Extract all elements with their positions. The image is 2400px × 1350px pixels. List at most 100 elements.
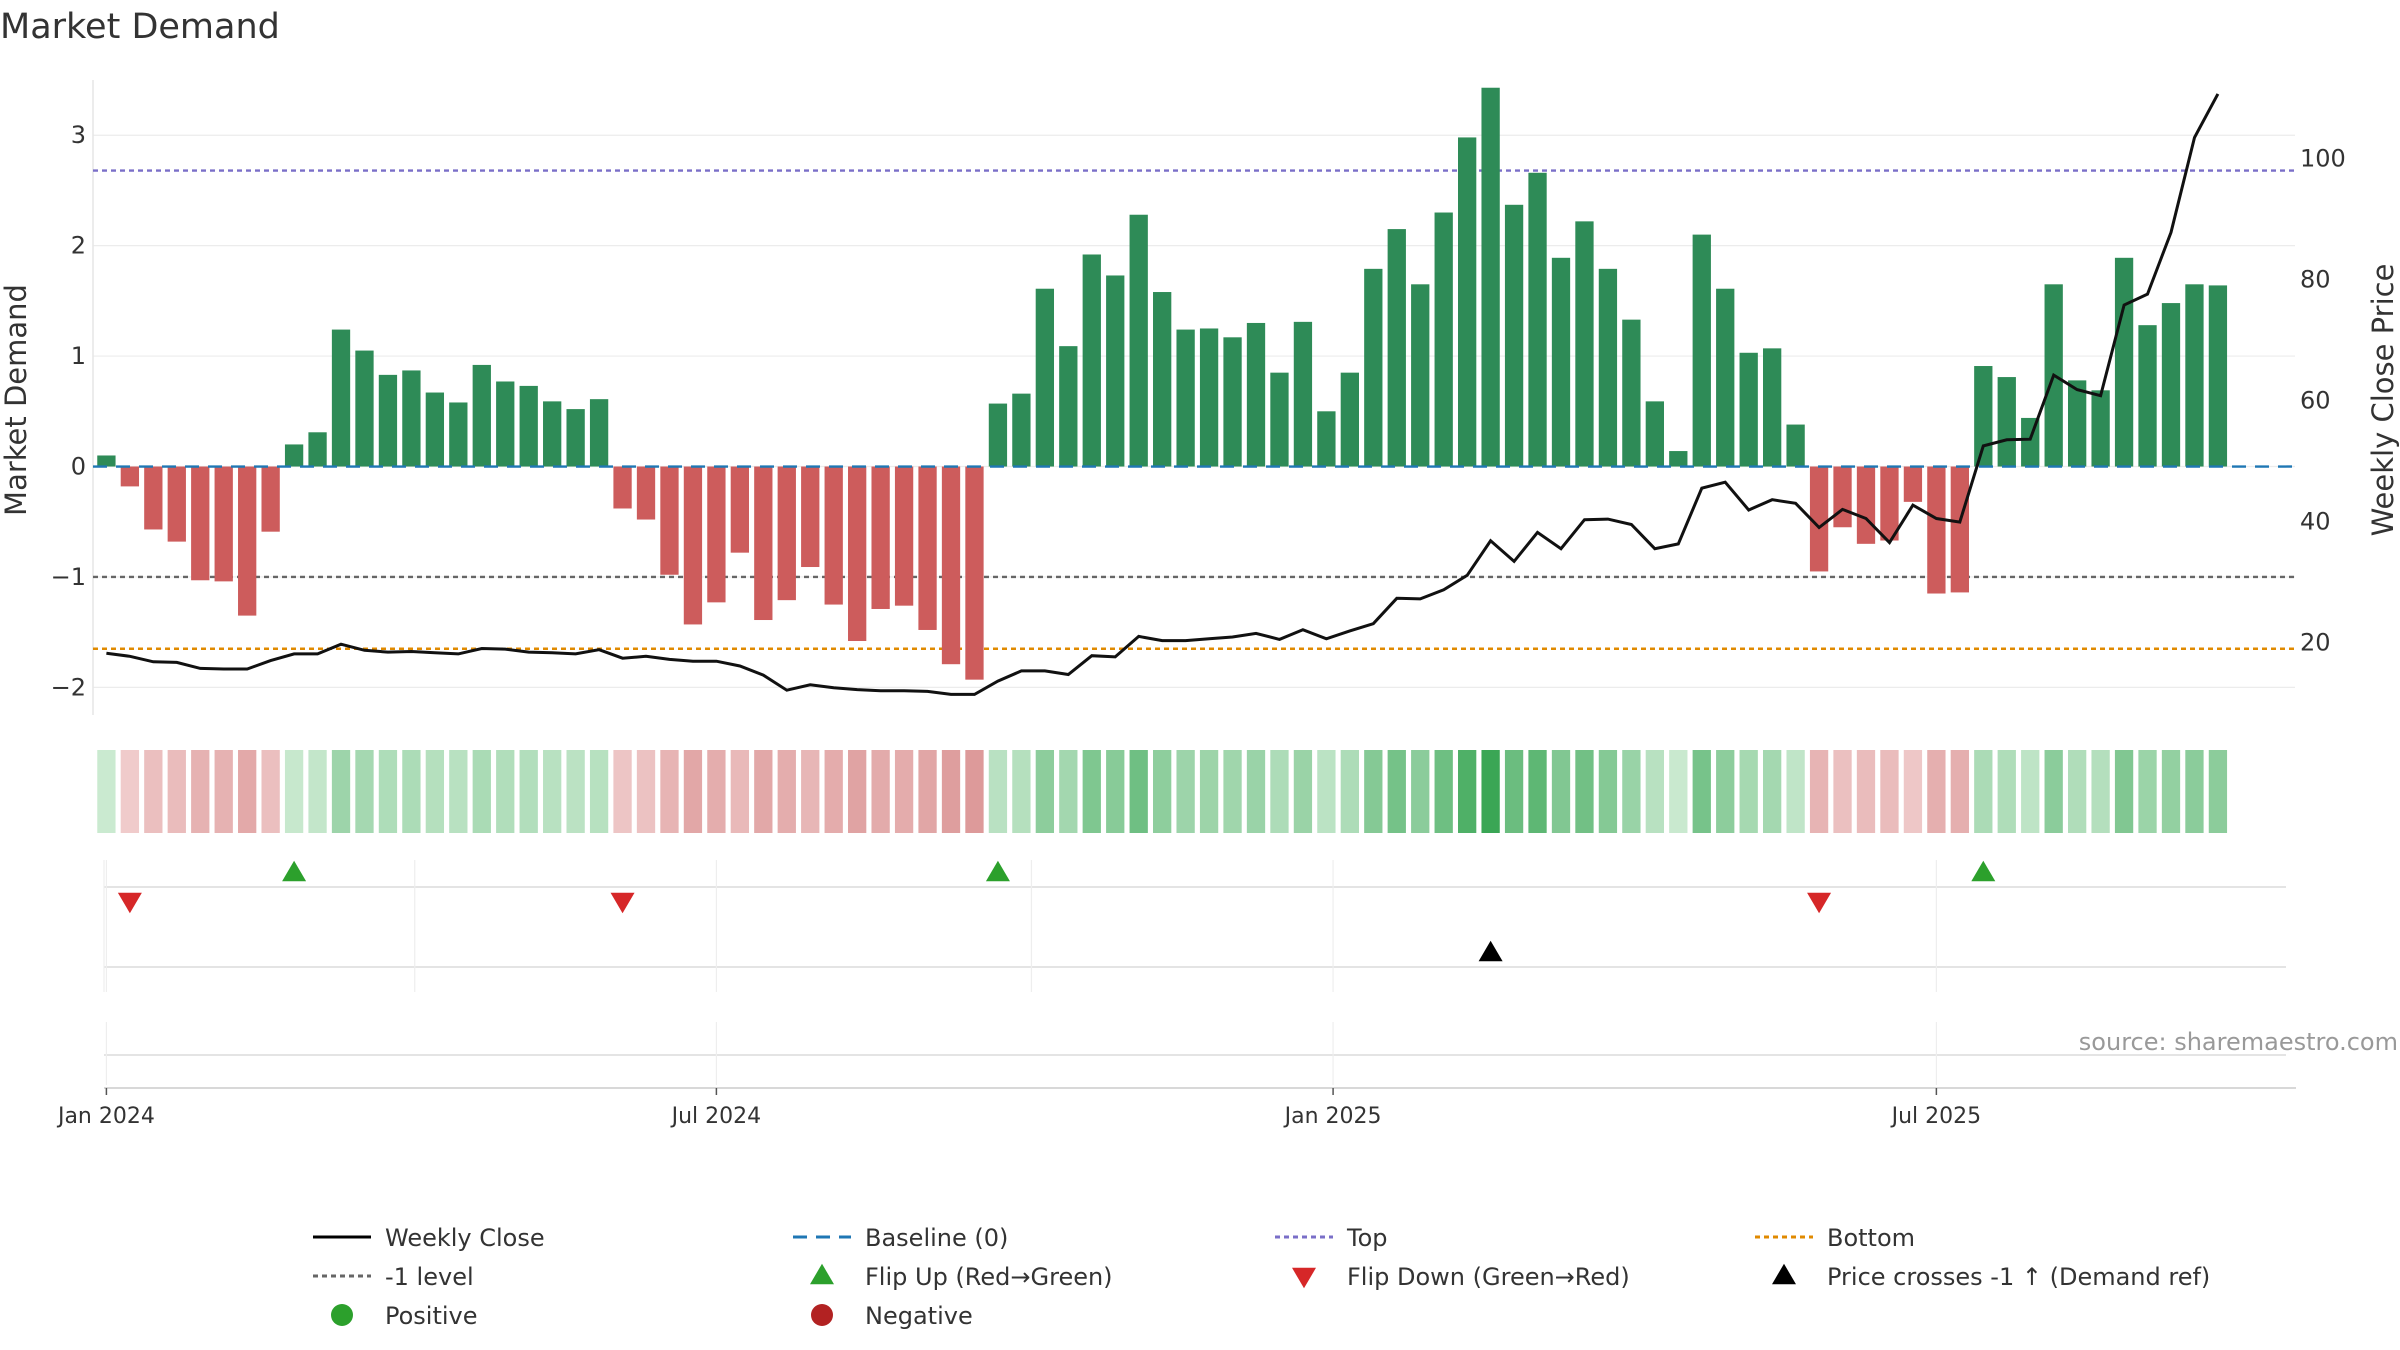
heat-cell [941, 750, 961, 833]
demand-bar [1153, 292, 1172, 467]
legend: Weekly Close Baseline (0) Top Bottom -1 leve… [313, 1224, 2210, 1330]
heat-cell [1598, 750, 1618, 833]
flip-up-marker [985, 860, 1010, 882]
heat-cell [308, 750, 327, 833]
legend-item: Flip Down (Green→Red) [1292, 1263, 1630, 1291]
demand-bar [965, 466, 984, 680]
demand-bar [613, 466, 632, 509]
left-y-ticks: 3 2 1 0 −1 −2 [51, 121, 86, 701]
heat-cell [1293, 750, 1313, 833]
heat-cell [1223, 750, 1242, 833]
heat-cell [2138, 750, 2157, 833]
demand-bar [1012, 393, 1031, 467]
demand-bar [707, 466, 726, 603]
legend-swatch [1772, 1263, 1796, 1285]
heat-cell [801, 750, 820, 833]
heat-cell [2185, 750, 2204, 833]
heat-cell [238, 750, 257, 833]
demand-bar [1481, 87, 1500, 467]
demand-bar [1106, 275, 1125, 467]
heat-cell [2161, 750, 2181, 833]
weekly-close-line [106, 93, 2220, 696]
demand-bar [97, 455, 116, 467]
heat-cell [894, 750, 914, 833]
heat-cell [472, 750, 491, 833]
heat-cell [261, 750, 280, 833]
heat-cell [1481, 750, 1500, 833]
demand-bar [566, 409, 585, 467]
demand-bar [1739, 352, 1758, 467]
heat-cell [1716, 750, 1735, 833]
heat-cell [707, 750, 726, 833]
heat-cell [1434, 750, 1453, 833]
demand-bar [2161, 303, 2181, 467]
demand-bar [496, 381, 515, 467]
demand-bar [730, 466, 750, 553]
x-tick-label: Jan 2024 [56, 1104, 155, 1129]
demand-bar [683, 466, 703, 625]
heat-cell [214, 750, 233, 833]
demand-bar [941, 466, 961, 665]
legend-label: Price crosses -1 ↑ (Demand ref) [1827, 1263, 2210, 1291]
signal-marker-rows [103, 860, 2286, 1085]
heat-cell [1974, 750, 1993, 833]
right-axis-label: Weekly Close Price [2366, 264, 2400, 537]
legend-swatch [331, 1304, 353, 1326]
legend-label: Weekly Close [385, 1224, 545, 1252]
source-credit: source: sharemaestro.com [2079, 1028, 2398, 1056]
legend-item: Negative [811, 1302, 973, 1330]
legend-item: Positive [331, 1302, 478, 1330]
heat-cell [1528, 750, 1547, 833]
left-y-tick-label: 2 [71, 232, 86, 260]
legend-item: Baseline (0) [793, 1224, 1008, 1252]
demand-bar [1974, 366, 1993, 467]
heat-cell [1927, 750, 1946, 833]
left-y-tick-label: 1 [71, 342, 86, 370]
demand-bar [1059, 346, 1078, 467]
demand-bar [1364, 268, 1383, 467]
flip-down-marker [1807, 892, 1832, 914]
demand-bar [1035, 288, 1055, 467]
demand-bar [1856, 466, 1876, 544]
right-y-tick-label: 100 [2300, 145, 2346, 173]
heat-cell [1997, 750, 2016, 833]
demand-bar [1809, 466, 1829, 572]
heat-cell [1692, 750, 1711, 833]
demand-bar [1880, 466, 1899, 541]
right-y-tick-label: 20 [2300, 628, 2331, 656]
demand-bar [1716, 288, 1735, 467]
heat-cell [191, 750, 210, 833]
demand-bar [824, 466, 843, 605]
demand-bar [425, 392, 445, 467]
chart-title: Market Demand [0, 7, 280, 47]
demand-bar [1622, 319, 1641, 467]
demand-bar [1340, 372, 1359, 467]
demand-bar [1223, 337, 1242, 467]
heat-cell [144, 750, 163, 833]
heat-cell [1059, 750, 1078, 833]
heat-cell [2208, 750, 2228, 833]
demand-bar [238, 466, 257, 616]
demand-bar [1387, 229, 1406, 467]
heat-cell [848, 750, 867, 833]
demand-bar [1199, 328, 1219, 467]
heat-cell [519, 750, 538, 833]
demand-bar [1504, 204, 1524, 467]
x-tick-label: Jul 2025 [1890, 1104, 1982, 1129]
legend-swatch [1292, 1267, 1316, 1289]
demand-bar [988, 403, 1008, 467]
demand-bar [1575, 221, 1594, 467]
heat-cell [730, 750, 750, 833]
heat-cell [1199, 750, 1219, 833]
left-y-tick-label: 3 [71, 121, 86, 149]
heat-cell [1082, 750, 1101, 833]
heat-cell [566, 750, 585, 833]
demand-bar [308, 432, 327, 467]
heat-cell [2114, 750, 2134, 833]
heat-cell [636, 750, 656, 833]
heat-cell [1645, 750, 1664, 833]
heat-cell [1176, 750, 1195, 833]
demand-bar [1763, 348, 1782, 467]
demand-bar [214, 466, 233, 582]
demand-bar [1833, 466, 1852, 528]
